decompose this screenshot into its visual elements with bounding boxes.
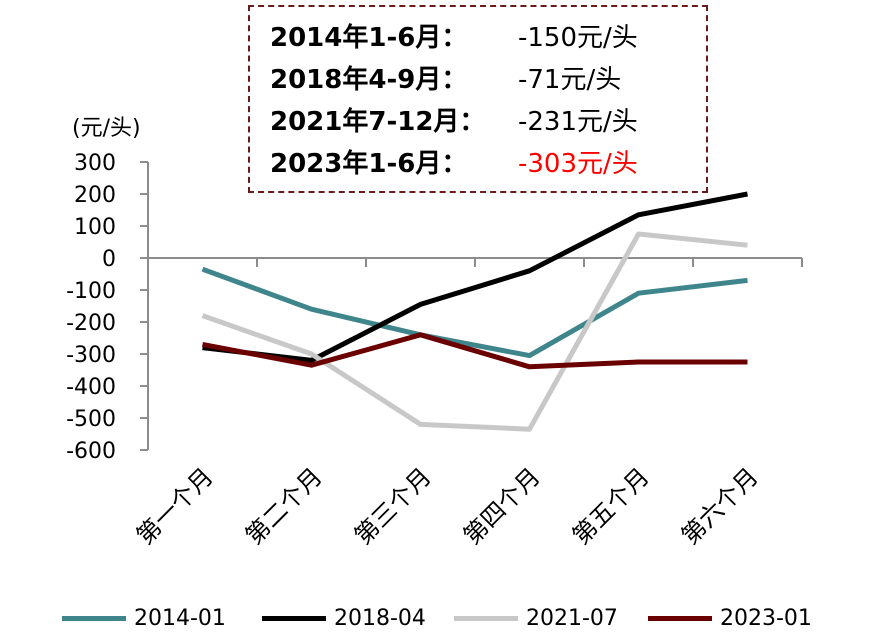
y-tick-label: -600 — [66, 439, 116, 464]
legend-item: 2014-01 — [62, 600, 226, 636]
y-tick-label: -300 — [66, 343, 116, 368]
legend-swatch — [62, 615, 126, 621]
annotation-period: 2018年4-9月： — [270, 65, 468, 95]
legend-label: 2021-07 — [526, 605, 618, 631]
annotation-row: 2018年4-9月： -71元/头 — [270, 63, 621, 97]
annotation-value: -303元/头 — [518, 149, 638, 179]
y-tick-label: -100 — [66, 279, 116, 304]
annotation-value: -71元/头 — [518, 65, 622, 95]
annotation-row: 2023年1-6月： -303元/头 — [270, 147, 638, 181]
legend: 2014-01 2018-04 2021-07 2023-01 — [62, 600, 862, 636]
x-tick-label: 第一个月 — [131, 462, 219, 550]
x-tick-label: 第六个月 — [676, 462, 764, 550]
annotation-value: -150元/头 — [518, 23, 638, 53]
legend-swatch — [648, 615, 712, 621]
legend-item: 2021-07 — [454, 600, 618, 636]
legend-swatch — [454, 615, 518, 621]
y-tick-label: 300 — [74, 151, 116, 176]
legend-item: 2023-01 — [648, 600, 812, 636]
annotation-row: 2014年1-6月： -150元/头 — [270, 21, 638, 55]
annotation-period: 2021年7-12月： — [270, 107, 486, 137]
legend-label: 2014-01 — [134, 605, 226, 631]
y-tick-label: -200 — [66, 311, 116, 336]
y-axis-label: (元/头) — [72, 116, 141, 141]
annotation-period: 2023年1-6月： — [270, 149, 468, 179]
legend-swatch — [262, 615, 326, 621]
annotation-value: -231元/头 — [518, 107, 638, 137]
x-tick-label: 第五个月 — [567, 462, 655, 550]
x-axis: 第一个月 第二个月 第三个月 第四个月 第五个月 第六个月 — [131, 257, 803, 550]
y-tick-label: 200 — [74, 183, 116, 208]
y-tick-label: -400 — [66, 375, 116, 400]
x-tick-label: 第三个月 — [349, 462, 437, 550]
legend-label: 2023-01 — [720, 605, 812, 631]
annotation-row: 2021年7-12月： -231元/头 — [270, 105, 638, 139]
series-line — [202, 191, 748, 363]
x-tick-label: 第二个月 — [240, 462, 328, 550]
legend-item: 2018-04 — [262, 600, 426, 636]
y-tick-label: -500 — [66, 407, 116, 432]
y-tick-label: 100 — [74, 215, 116, 240]
series-line — [201, 231, 748, 432]
y-tick-label: 0 — [102, 247, 116, 272]
x-tick-label: 第四个月 — [458, 462, 546, 550]
annotation-period: 2014年1-6月： — [270, 23, 468, 53]
legend-label: 2018-04 — [334, 605, 426, 631]
annotation-box: 2014年1-6月： -150元/头 2018年4-9月： -71元/头 2021年… — [248, 5, 708, 193]
series-line — [201, 266, 748, 359]
series-line — [202, 332, 748, 370]
series-lines — [201, 191, 748, 432]
y-axis: 300 200 100 0 -100 -200 -300 -400 -500 -600 — [66, 151, 149, 464]
